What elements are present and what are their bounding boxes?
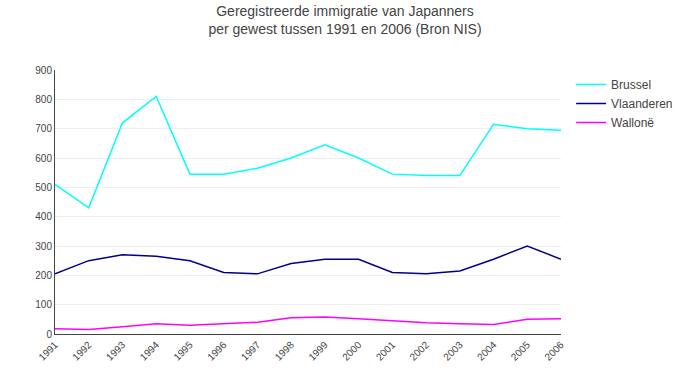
- svg-text:2003: 2003: [441, 339, 465, 363]
- svg-text:400: 400: [35, 211, 52, 222]
- svg-text:Brussel: Brussel: [611, 78, 651, 92]
- svg-text:Geregistreerde immigratie van: Geregistreerde immigratie van Japannersp…: [208, 3, 481, 37]
- svg-text:Vlaanderen: Vlaanderen: [611, 97, 672, 111]
- svg-text:1991: 1991: [36, 339, 60, 363]
- svg-text:500: 500: [35, 182, 52, 193]
- svg-text:1999: 1999: [306, 339, 330, 363]
- svg-text:300: 300: [35, 241, 52, 252]
- svg-text:1995: 1995: [171, 339, 195, 363]
- svg-text:1998: 1998: [273, 339, 297, 363]
- svg-text:600: 600: [35, 153, 52, 164]
- svg-text:0: 0: [46, 329, 52, 340]
- svg-text:700: 700: [35, 123, 52, 134]
- svg-text:2001: 2001: [374, 339, 398, 363]
- svg-text:2006: 2006: [542, 339, 566, 363]
- svg-text:Wallonë: Wallonë: [611, 116, 654, 130]
- svg-text:1996: 1996: [205, 339, 229, 363]
- svg-text:2002: 2002: [408, 339, 432, 363]
- svg-text:2004: 2004: [475, 339, 499, 363]
- svg-text:2005: 2005: [509, 339, 533, 363]
- svg-text:800: 800: [35, 94, 52, 105]
- svg-text:200: 200: [35, 270, 52, 281]
- svg-text:1997: 1997: [239, 339, 263, 363]
- svg-text:2000: 2000: [340, 339, 364, 363]
- svg-text:1992: 1992: [70, 339, 94, 363]
- svg-text:1993: 1993: [104, 339, 128, 363]
- svg-text:900: 900: [35, 65, 52, 76]
- svg-text:100: 100: [35, 299, 52, 310]
- svg-text:1994: 1994: [138, 339, 162, 363]
